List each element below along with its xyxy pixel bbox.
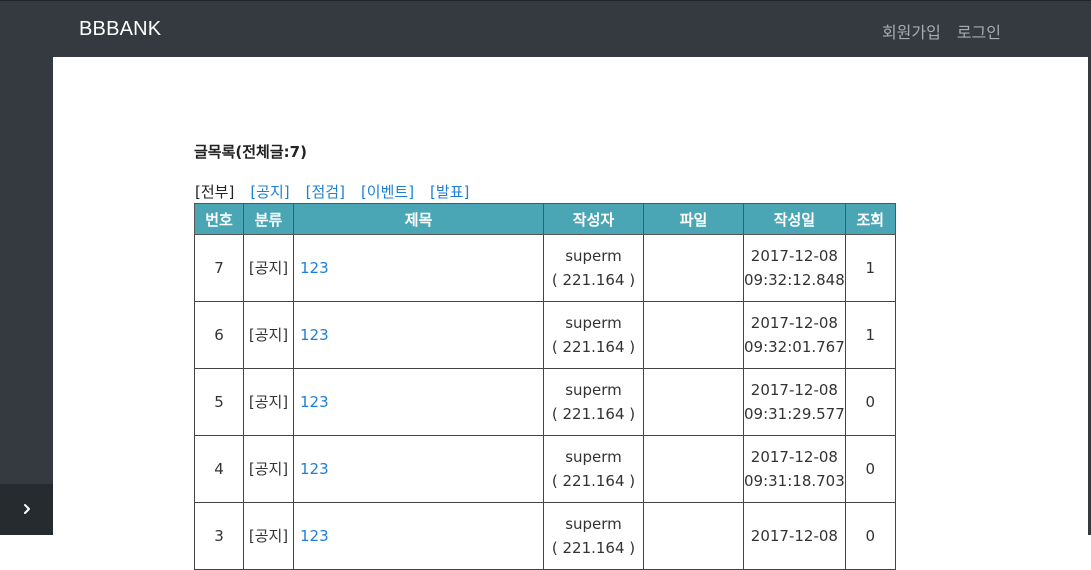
cell-category: [공지]	[243, 435, 294, 503]
cell-category: [공지]	[243, 502, 294, 570]
cell-file	[643, 435, 744, 503]
table-row: 3 [공지] 123 superm( 221.164 ) 2017-12-08 …	[194, 502, 896, 570]
post-date: 2017-12-08	[750, 381, 838, 399]
post-date: 2017-12-08	[750, 448, 838, 466]
cell-author: superm ( 221.164 )	[543, 234, 644, 302]
author-name: superm	[565, 448, 622, 466]
sidebar-toggle-button[interactable]	[0, 484, 53, 535]
post-time: 09:31:29.577	[744, 405, 845, 423]
cell-subject: 123	[293, 368, 544, 436]
cell-file	[643, 368, 744, 436]
col-header-subject: 제목	[293, 203, 544, 235]
filter-announcement-link[interactable]: [발표]	[430, 183, 470, 201]
table-header-row: 번호 분류 제목 작성자 파일 작성일 조회	[194, 203, 896, 235]
author-name: superm	[565, 247, 622, 265]
cell-views: 1	[844, 234, 896, 302]
author-ip: ( 221.164 )	[551, 405, 636, 423]
post-date: 2017-12-08	[750, 247, 838, 265]
cell-date: 2017-12-08 09:32:12.848	[743, 234, 846, 302]
filter-notice-link[interactable]: [공지]	[250, 183, 290, 201]
filter-maintenance-link[interactable]: [점검]	[305, 183, 345, 201]
table-row: 7 [공지] 123 superm ( 221.164 ) 2017-12-08 0…	[194, 234, 896, 302]
filter-all: [전부]	[195, 183, 235, 201]
cell-file	[643, 301, 744, 369]
table-row: 4 [공지] 123 superm ( 221.164 ) 2017-12-08 0…	[194, 435, 896, 503]
cell-subject: 123	[293, 234, 544, 302]
col-header-number: 번호	[194, 203, 244, 235]
post-time: 09:31:18.703	[744, 472, 845, 490]
filter-event-link[interactable]: [이벤트]	[360, 183, 415, 201]
cell-file	[643, 502, 744, 570]
post-date: 2017-12-08	[750, 314, 838, 332]
post-date: 2017-12-08	[750, 527, 838, 545]
sidebar	[0, 57, 53, 535]
cell-file	[643, 234, 744, 302]
post-list-table: 번호 분류 제목 작성자 파일 작성일 조회 7 [공지] 123 superm…	[194, 203, 896, 570]
col-header-views: 조회	[844, 203, 896, 235]
post-title-link[interactable]: 123	[300, 527, 329, 545]
cell-views: 0	[844, 502, 896, 570]
cell-author: superm ( 221.164 )	[543, 502, 644, 570]
cell-date: 2017-12-08 09:31:18.703	[743, 435, 846, 503]
cell-subject: 123	[293, 301, 544, 369]
brand-logo[interactable]: BBBANK	[79, 18, 162, 40]
table-row: 5 [공지] 123 superm ( 221.164 ) 2017-12-08 0…	[194, 368, 896, 436]
author-ip: ( 221.164 )	[551, 271, 636, 289]
author-ip: ( 221.164 )	[551, 338, 636, 356]
post-title-link[interactable]: 123	[300, 259, 329, 277]
author-name: superm	[565, 515, 622, 533]
chevron-right-icon	[22, 500, 32, 519]
cell-category: [공지]	[243, 234, 294, 302]
cell-date: 2017-12-08 09:31:29.577	[743, 368, 846, 436]
cell-number: 4	[194, 435, 244, 503]
cell-date: 2017-12-08	[743, 502, 846, 570]
post-title-link[interactable]: 123	[300, 393, 329, 411]
cell-views: 0	[844, 368, 896, 436]
col-header-file: 파일	[643, 203, 744, 235]
cell-author: superm ( 221.164 )	[543, 368, 644, 436]
cell-number: 5	[194, 368, 244, 436]
page-title: 글목록(전체글:7)	[194, 143, 307, 161]
cell-number: 6	[194, 301, 244, 369]
category-filter: [전부] [공지] [점검] [이벤트] [발표]	[195, 181, 469, 202]
cell-subject: 123	[293, 435, 544, 503]
cell-subject: 123	[293, 502, 544, 570]
login-link[interactable]: 로그인	[956, 23, 1001, 42]
cell-author: superm ( 221.164 )	[543, 435, 644, 503]
author-ip: ( 221.164 )	[551, 472, 636, 490]
top-nav: 회원가입 로그인	[882, 19, 1001, 43]
post-time: 09:32:12.848	[744, 271, 845, 289]
author-name: superm	[565, 314, 622, 332]
cell-views: 1	[844, 301, 896, 369]
cell-date: 2017-12-08 09:32:01.767	[743, 301, 846, 369]
table-row: 6 [공지] 123 superm ( 221.164 ) 2017-12-08 0…	[194, 301, 896, 369]
cell-category: [공지]	[243, 368, 294, 436]
col-header-date: 작성일	[743, 203, 846, 235]
cell-number: 3	[194, 502, 244, 570]
col-header-author: 작성자	[543, 203, 644, 235]
top-navbar: BBBANK 회원가입 로그인	[0, 0, 1091, 57]
scrollbar-edge	[1088, 57, 1091, 535]
post-title-link[interactable]: 123	[300, 326, 329, 344]
cell-author: superm ( 221.164 )	[543, 301, 644, 369]
cell-views: 0	[844, 435, 896, 503]
author-ip: ( 221.164 )	[551, 539, 636, 557]
signup-link[interactable]: 회원가입	[881, 23, 941, 42]
author-name: superm	[565, 381, 622, 399]
post-time: 09:32:01.767	[744, 338, 845, 356]
post-title-link[interactable]: 123	[300, 460, 329, 478]
col-header-category: 분류	[243, 203, 294, 235]
cell-category: [공지]	[243, 301, 294, 369]
cell-number: 7	[194, 234, 244, 302]
